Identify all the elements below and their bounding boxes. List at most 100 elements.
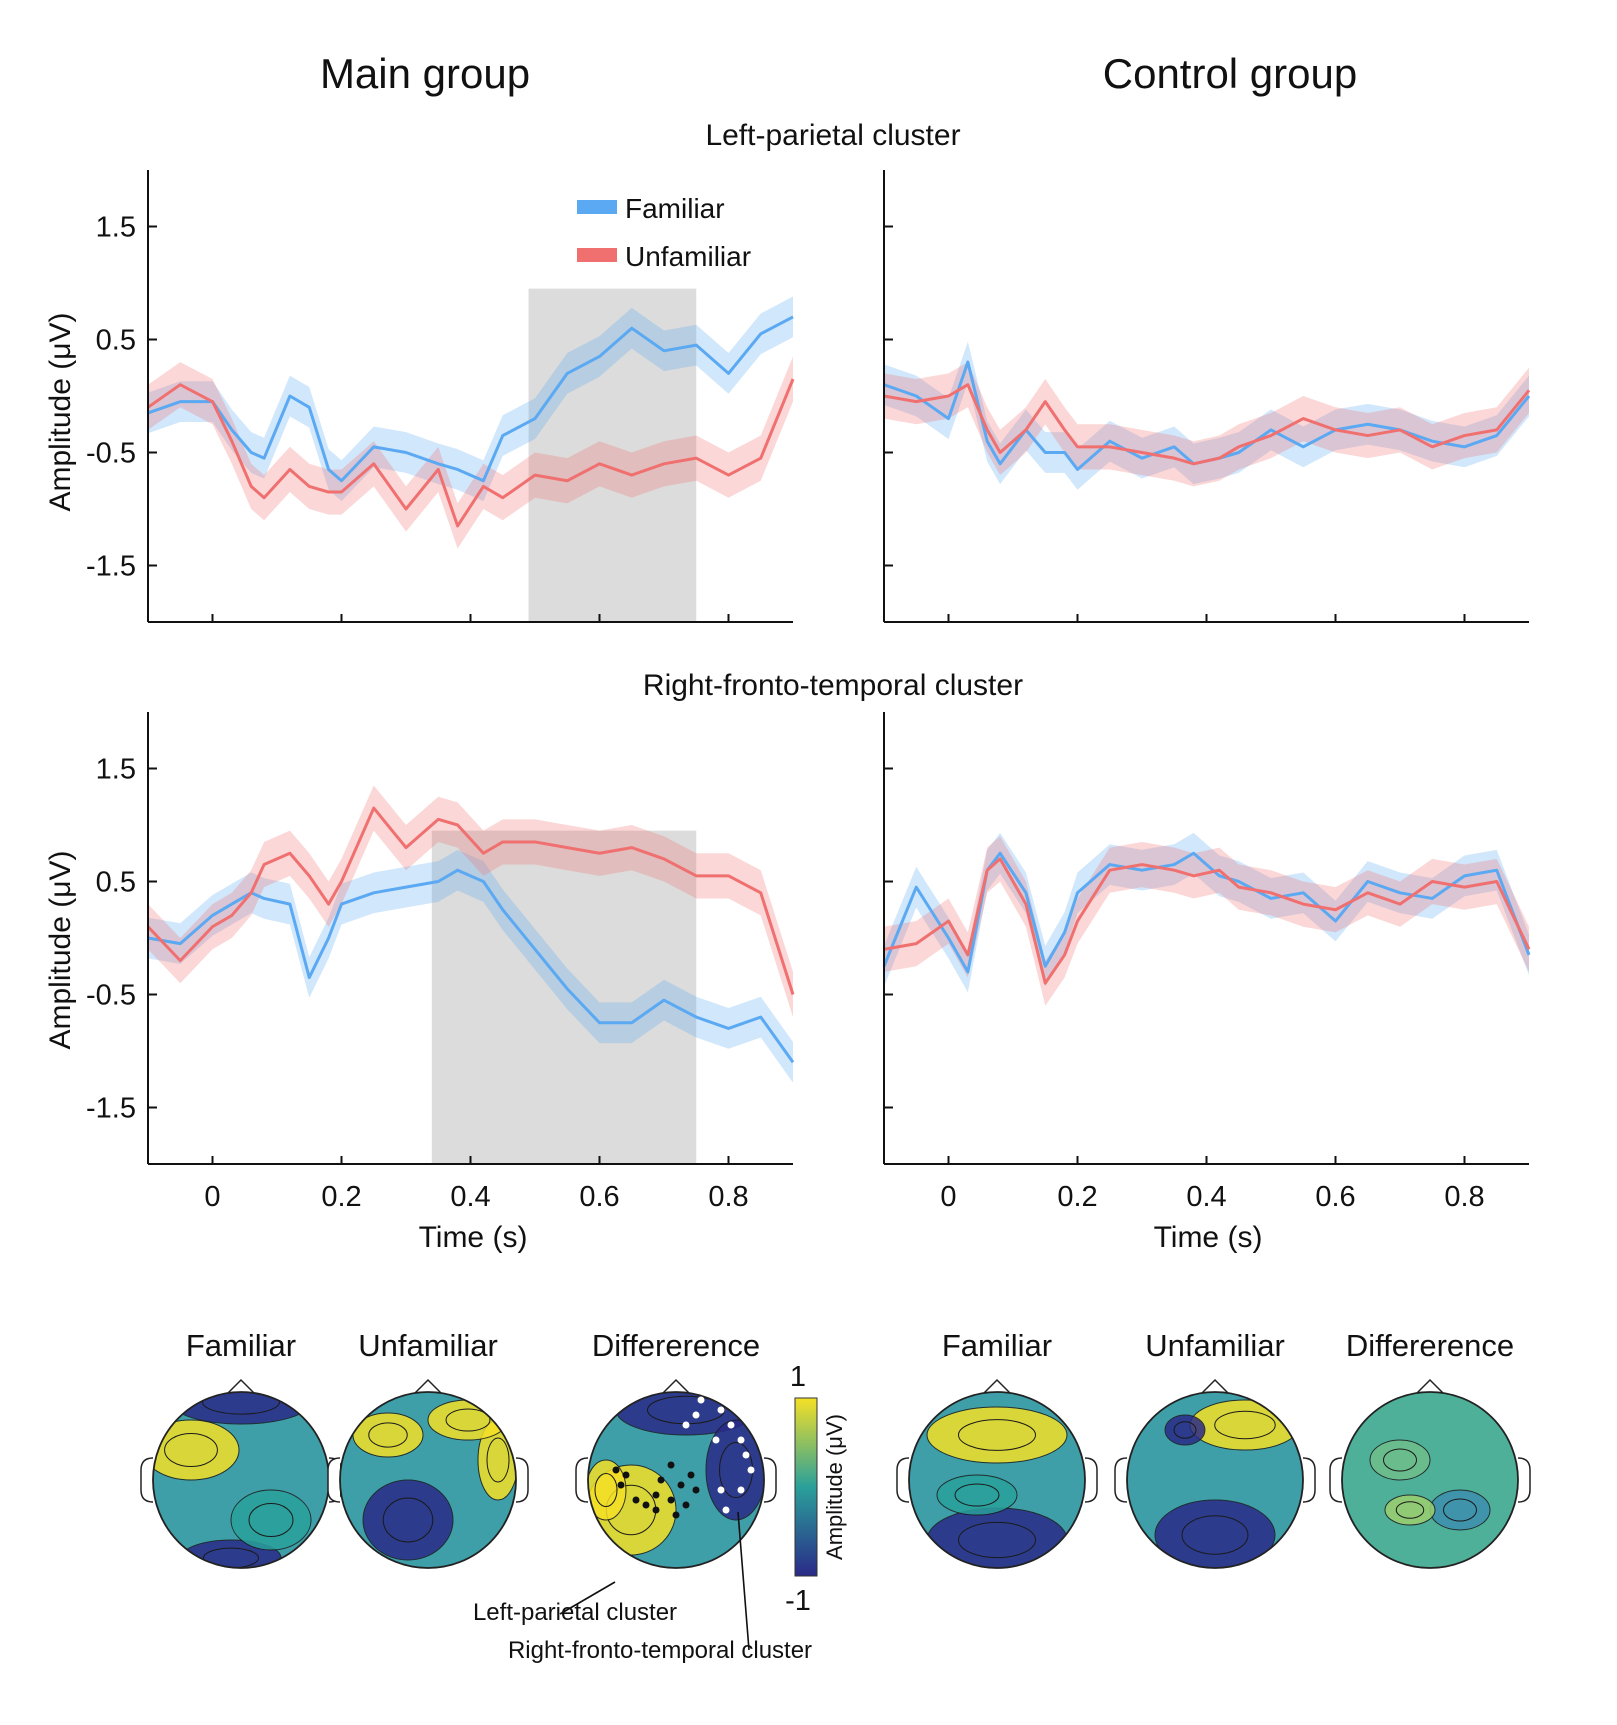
series-line-unfamiliar [147, 378, 795, 528]
colorbar-label: Amplitude (μV) [822, 1414, 847, 1560]
cluster-title-right-fronto-temporal: Right-fronto-temporal cluster [643, 669, 1023, 702]
legend-swatch-unfamiliar [577, 248, 617, 262]
sem-band-unfamiliar [884, 836, 1529, 1006]
nose-outline [1415, 1378, 1445, 1395]
y-axis-label-bottom: Amplitude (μV) [44, 850, 77, 1049]
topo-title-control-familiar: Familiar [942, 1328, 1052, 1363]
annotation-line-right-fronto-temporal [737, 1511, 750, 1651]
topomap-unfamiliar-main [327, 1378, 529, 1569]
cluster-electrode [682, 1501, 690, 1509]
colorbar-max-label: 1 [790, 1361, 806, 1393]
ear-right [1517, 1457, 1531, 1503]
erp-panel-control-right-fronto-temporal: 0 0.2 0.4 0.6 0.8 [882, 712, 1531, 1213]
cluster-electrode [672, 1511, 680, 1519]
topomap-difference-control [1329, 1378, 1531, 1569]
ear-left [1114, 1457, 1128, 1503]
y-tick-label: -1.5 [86, 1093, 136, 1125]
y-tick-label: 1.5 [96, 212, 136, 244]
topo-title-main-familiar: Familiar [186, 1328, 296, 1363]
series-line-familiar [147, 315, 794, 483]
topo-annotations: Left-parietal cluster Right-fronto-tempo… [473, 1511, 812, 1664]
y-tick-label: -0.5 [86, 438, 136, 470]
legend: Familiar Unfamiliar [577, 193, 751, 272]
cluster-electrode [667, 1496, 675, 1504]
ear-left [896, 1457, 910, 1503]
legend-label-familiar: Familiar [625, 193, 725, 224]
series-line-unfamiliar [146, 806, 795, 995]
topo-title-main-difference: Differerence [592, 1328, 760, 1363]
cluster-electrode [612, 1466, 620, 1474]
nose-outline [1200, 1378, 1230, 1395]
y-tick-label: 0.5 [96, 325, 136, 357]
sem-band-familiar [884, 832, 1529, 993]
cluster-electrode [642, 1501, 650, 1509]
y-tick-label: -1.5 [86, 551, 136, 583]
cluster-electrode [692, 1486, 700, 1494]
x-tick-label: 0.4 [450, 1181, 490, 1213]
topo-title-main-unfamiliar: Unfamiliar [358, 1328, 498, 1363]
legend-swatch-familiar [577, 200, 617, 214]
cluster-electrode [622, 1471, 630, 1479]
cluster-electrode [747, 1466, 755, 1474]
legend-label-unfamiliar: Unfamiliar [625, 241, 751, 272]
colorbar-gradient [794, 1397, 818, 1577]
cluster-electrode [737, 1436, 745, 1444]
topo-title-control-difference: Differerence [1346, 1328, 1514, 1363]
cluster-electrode [717, 1406, 725, 1414]
group-title-main: Main group [320, 50, 530, 97]
topomap-difference-main [575, 1378, 777, 1569]
nose-outline [226, 1378, 256, 1395]
sem-band-unfamiliar [884, 362, 1529, 487]
cluster-electrode [617, 1481, 625, 1489]
series-line-unfamiliar [883, 383, 1531, 466]
y-axis-label-top: Amplitude (μV) [44, 312, 77, 511]
ear-left [575, 1457, 589, 1503]
group-title-control: Control group [1103, 50, 1357, 97]
ear-right [763, 1457, 777, 1503]
x-tick-label: 0.6 [1315, 1181, 1355, 1213]
cluster-electrode [652, 1491, 660, 1499]
x-tick-label: 0.6 [579, 1181, 619, 1213]
ear-left [140, 1457, 154, 1503]
cluster-electrode [692, 1411, 700, 1419]
ear-right [1302, 1457, 1316, 1503]
x-tick-label: 0.2 [321, 1181, 361, 1213]
y-tick-label: 1.5 [96, 754, 136, 786]
cluster-electrode [687, 1471, 695, 1479]
cluster-electrode [682, 1421, 690, 1429]
topo-title-control-unfamiliar: Unfamiliar [1145, 1328, 1285, 1363]
erp-panel-main-left-parietal: 1.5 0.5 -0.5 -1.5 [86, 170, 795, 623]
cluster-electrode [632, 1496, 640, 1504]
cluster-electrode [737, 1486, 745, 1494]
nose-outline [413, 1378, 443, 1395]
cluster-electrode [697, 1396, 705, 1404]
cluster-electrode [652, 1506, 660, 1514]
annotation-line-left-parietal [559, 1581, 616, 1615]
x-tick-label: 0 [204, 1181, 220, 1213]
ear-right [1084, 1457, 1098, 1503]
x-axis-label-control: Time (s) [1154, 1221, 1263, 1254]
y-tick-label: 0.5 [96, 867, 136, 899]
colorbar-min-label: -1 [785, 1585, 811, 1617]
ear-left [1329, 1457, 1343, 1503]
erp-panel-main-right-fronto-temporal: 1.5 0.5 -0.5 -1.5 0 0.2 0.4 0.6 0.8 [86, 712, 795, 1213]
significance-window [431, 830, 697, 1164]
ear-right [515, 1457, 529, 1503]
annotation-left-parietal: Left-parietal cluster [473, 1599, 677, 1626]
cluster-electrode [742, 1451, 750, 1459]
cluster-electrode [712, 1436, 720, 1444]
cluster-electrode [717, 1486, 725, 1494]
x-tick-label: 0 [940, 1181, 956, 1213]
x-axis-label-main: Time (s) [419, 1221, 528, 1254]
sem-band-unfamiliar [148, 356, 793, 549]
sem-band-familiar [148, 849, 793, 1083]
x-tick-label: 0.2 [1057, 1181, 1097, 1213]
y-tick-label: -0.5 [86, 980, 136, 1012]
ear-left [327, 1457, 341, 1503]
nose-outline [982, 1378, 1012, 1395]
topomap-unfamiliar-control [1114, 1378, 1316, 1569]
colorbar: 1 -1 Amplitude (μV) [785, 1361, 847, 1617]
x-tick-label: 0.4 [1186, 1181, 1226, 1213]
sem-band-unfamiliar [148, 785, 793, 1018]
